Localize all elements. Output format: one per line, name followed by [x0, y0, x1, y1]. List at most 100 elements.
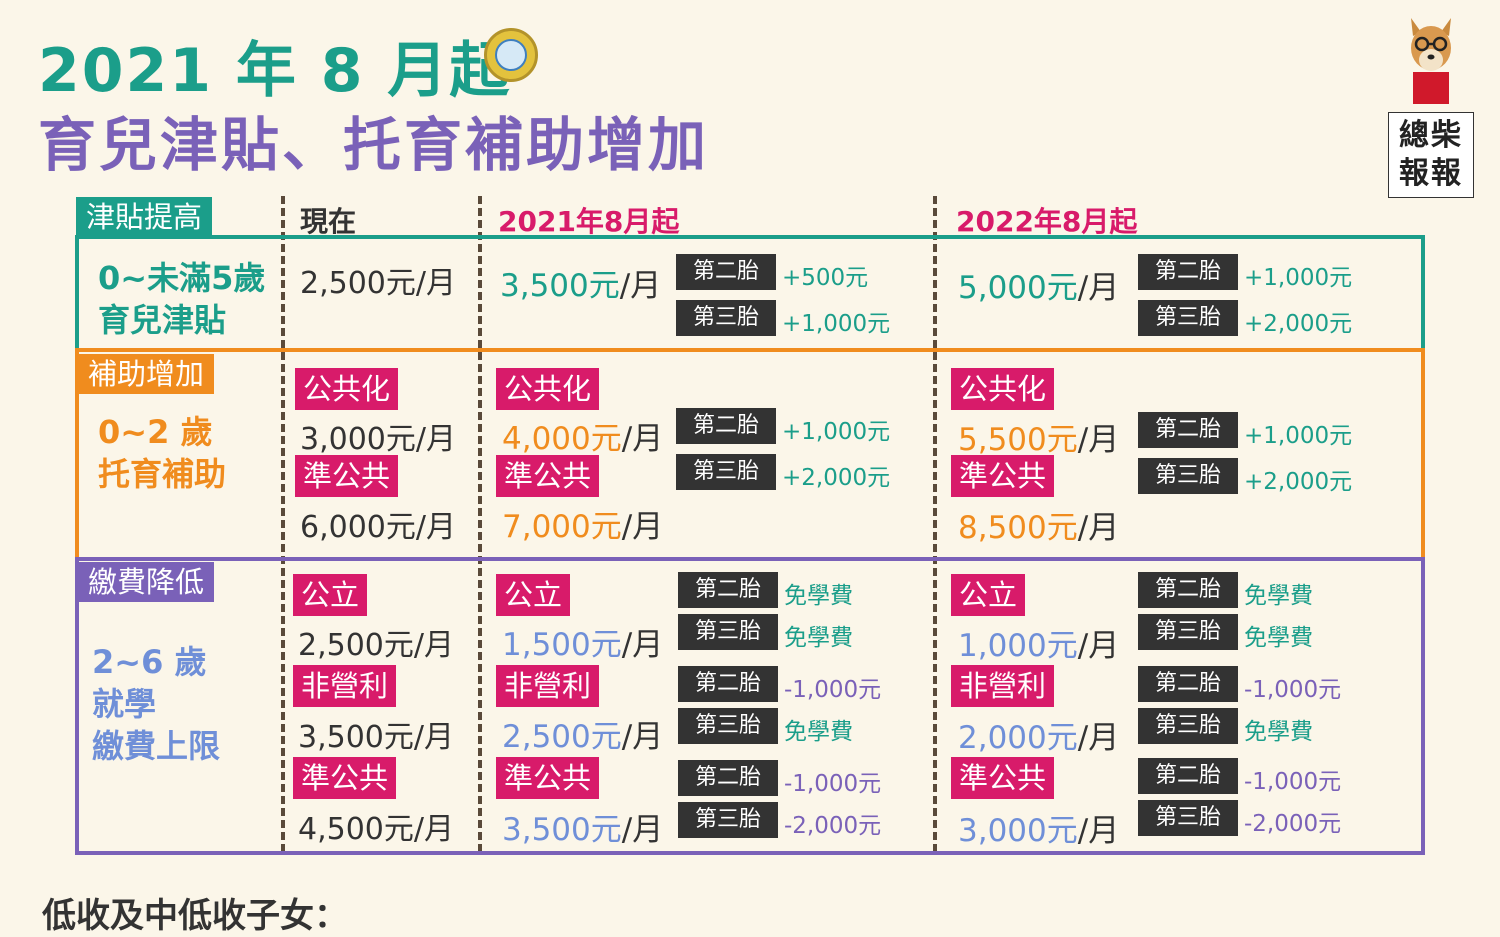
preschool-2022-bonus-val-4: 免學費	[1244, 719, 1313, 745]
preschool-2021-amount-2: 2,500元/月	[502, 719, 664, 755]
title-line-2: 育兒津貼、托育補助增加	[38, 111, 710, 179]
childcare-now-tag-1: 公共化	[295, 368, 399, 410]
preschool-2021-bonus-val-3: -1,000元	[784, 677, 882, 703]
preschool-2021-tag-3: 準公共	[496, 757, 600, 799]
allowance-now-amount: 2,500元/月	[300, 266, 456, 301]
childcare-2021-bonus-val-2: +2,000元	[782, 465, 891, 491]
footer-low-income-note: 低收及中低收子女：	[42, 896, 348, 936]
section-preschool-label-2: 就學	[92, 685, 157, 723]
preschool-2022-tag-3: 準公共	[951, 757, 1055, 799]
allowance-2022-bonus-tag-2: 第三胎	[1138, 300, 1238, 336]
brand-badge: 總柴 報報	[1388, 112, 1474, 198]
allowance-2021-bonus-val-1: +500元	[782, 265, 869, 291]
childcare-2021-amount-1: 4,000元/月	[502, 421, 664, 457]
divider-2	[478, 196, 482, 852]
preschool-2022-tag-2: 非營利	[951, 665, 1055, 707]
childcare-2021-bonus-tag-1: 第二胎	[676, 408, 776, 444]
preschool-2021-bonus-tag-5: 第二胎	[678, 760, 778, 796]
allowance-2022-bonus-val-2: +2,000元	[1244, 311, 1353, 337]
childcare-2021-bonus-val-1: +1,000元	[782, 419, 891, 445]
childcare-2021-tag-1: 公共化	[496, 368, 600, 410]
preschool-2021-bonus-tag-3: 第二胎	[678, 666, 778, 702]
section-preschool-frame	[75, 557, 1425, 855]
preschool-2022-bonus-val-5: -1,000元	[1244, 769, 1342, 795]
allowance-2022-bonus-val-1: +1,000元	[1244, 265, 1353, 291]
allowance-2021-bonus-tag-2: 第三胎	[676, 300, 776, 336]
section-allowance-frame	[75, 235, 1425, 349]
preschool-2022-bonus-val-6: -2,000元	[1244, 811, 1342, 837]
childcare-2022-bonus-val-2: +2,000元	[1244, 469, 1353, 495]
preschool-2022-bonus-val-1: 免學費	[1244, 583, 1313, 609]
preschool-2022-amount-3: 3,000元/月	[958, 813, 1120, 849]
preschool-2022-bonus-tag-5: 第二胎	[1138, 758, 1238, 794]
childcare-now-tag-2: 準公共	[295, 455, 399, 497]
childcare-now-amount-2: 6,000元/月	[300, 510, 456, 545]
title-line-1: 2021 年 8 月起	[38, 36, 512, 106]
preschool-now-tag-1: 公立	[293, 574, 368, 616]
childcare-2021-tag-2: 準公共	[496, 455, 600, 497]
preschool-2021-amount-3: 3,500元/月	[502, 812, 664, 848]
section-childcare-label-2: 托育補助	[98, 455, 227, 493]
section-allowance-label-1: 0~未滿5歲	[98, 259, 266, 297]
preschool-2022-tag-1: 公立	[951, 574, 1026, 616]
section-childcare-frame	[75, 348, 1425, 558]
allowance-2022-bonus-tag-1: 第二胎	[1138, 254, 1238, 290]
childcare-2022-tag-1: 公共化	[951, 368, 1055, 410]
childcare-2021-bonus-tag-2: 第三胎	[676, 454, 776, 490]
allowance-2021-amount: 3,500元/月	[500, 268, 662, 304]
preschool-2021-bonus-val-4: 免學費	[784, 719, 853, 745]
preschool-2022-amount-1: 1,000元/月	[958, 628, 1120, 664]
preschool-2022-bonus-tag-3: 第二胎	[1138, 666, 1238, 702]
preschool-2021-bonus-tag-4: 第三胎	[678, 708, 778, 744]
preschool-2021-bonus-val-6: -2,000元	[784, 813, 882, 839]
brand-line-2: 報報	[1399, 156, 1463, 191]
section-preschool-tag: 繳費降低	[78, 562, 215, 602]
column-aug-2022: 2022年8月起	[956, 205, 1138, 238]
preschool-now-amount-1: 2,500元/月	[298, 628, 454, 663]
preschool-now-tag-2: 非營利	[293, 665, 397, 707]
preschool-2022-bonus-tag-2: 第三胎	[1138, 614, 1238, 650]
preschool-2021-tag-2: 非營利	[496, 665, 600, 707]
childcare-2022-amount-2: 8,500元/月	[958, 510, 1120, 546]
preschool-now-tag-3: 準公共	[293, 757, 397, 799]
childcare-2021-amount-2: 7,000元/月	[502, 509, 664, 545]
childcare-2022-bonus-tag-1: 第二胎	[1138, 412, 1238, 448]
section-allowance-label-2: 育兒津貼	[98, 301, 227, 339]
allowance-2022-amount: 5,000元/月	[958, 270, 1120, 306]
section-childcare-tag: 補助增加	[78, 354, 215, 394]
divider-3	[933, 196, 937, 852]
allowance-2021-bonus-val-2: +1,000元	[782, 311, 891, 337]
preschool-2021-tag-1: 公立	[496, 574, 571, 616]
childcare-2022-bonus-tag-2: 第三胎	[1138, 458, 1238, 494]
preschool-2022-bonus-val-3: -1,000元	[1244, 677, 1342, 703]
section-preschool-label-1: 2~6 歲	[92, 643, 207, 681]
preschool-2022-bonus-tag-4: 第三胎	[1138, 708, 1238, 744]
preschool-2022-bonus-val-2: 免學費	[1244, 625, 1313, 651]
government-seal-icon	[484, 28, 538, 82]
divider-1	[281, 196, 285, 852]
preschool-2022-amount-2: 2,000元/月	[958, 720, 1120, 756]
preschool-2021-bonus-tag-1: 第二胎	[678, 572, 778, 608]
preschool-2021-bonus-val-1: 免學費	[784, 583, 853, 609]
childcare-2022-bonus-val-1: +1,000元	[1244, 423, 1353, 449]
column-now: 現在	[300, 205, 357, 238]
shiba-dog-icon	[1411, 18, 1451, 104]
preschool-2021-bonus-val-2: 免學費	[784, 625, 853, 651]
preschool-2021-amount-1: 1,500元/月	[502, 627, 664, 663]
section-allowance-tag: 津貼提高	[76, 197, 213, 237]
childcare-now-amount-1: 3,000元/月	[300, 422, 456, 457]
preschool-2022-bonus-tag-6: 第三胎	[1138, 800, 1238, 836]
section-childcare-label-1: 0~2 歲	[98, 413, 213, 451]
preschool-now-amount-3: 4,500元/月	[298, 812, 454, 847]
allowance-2021-bonus-tag-1: 第二胎	[676, 254, 776, 290]
preschool-now-amount-2: 3,500元/月	[298, 720, 454, 755]
preschool-2021-bonus-tag-2: 第三胎	[678, 614, 778, 650]
preschool-2021-bonus-tag-6: 第三胎	[678, 802, 778, 838]
section-preschool-label-3: 繳費上限	[92, 727, 221, 765]
brand-line-1: 總柴	[1399, 118, 1463, 153]
childcare-2022-tag-2: 準公共	[951, 455, 1055, 497]
preschool-2022-bonus-tag-1: 第二胎	[1138, 572, 1238, 608]
childcare-2022-amount-1: 5,500元/月	[958, 422, 1120, 458]
preschool-2021-bonus-val-5: -1,000元	[784, 771, 882, 797]
column-aug-2021: 2021年8月起	[498, 205, 680, 238]
